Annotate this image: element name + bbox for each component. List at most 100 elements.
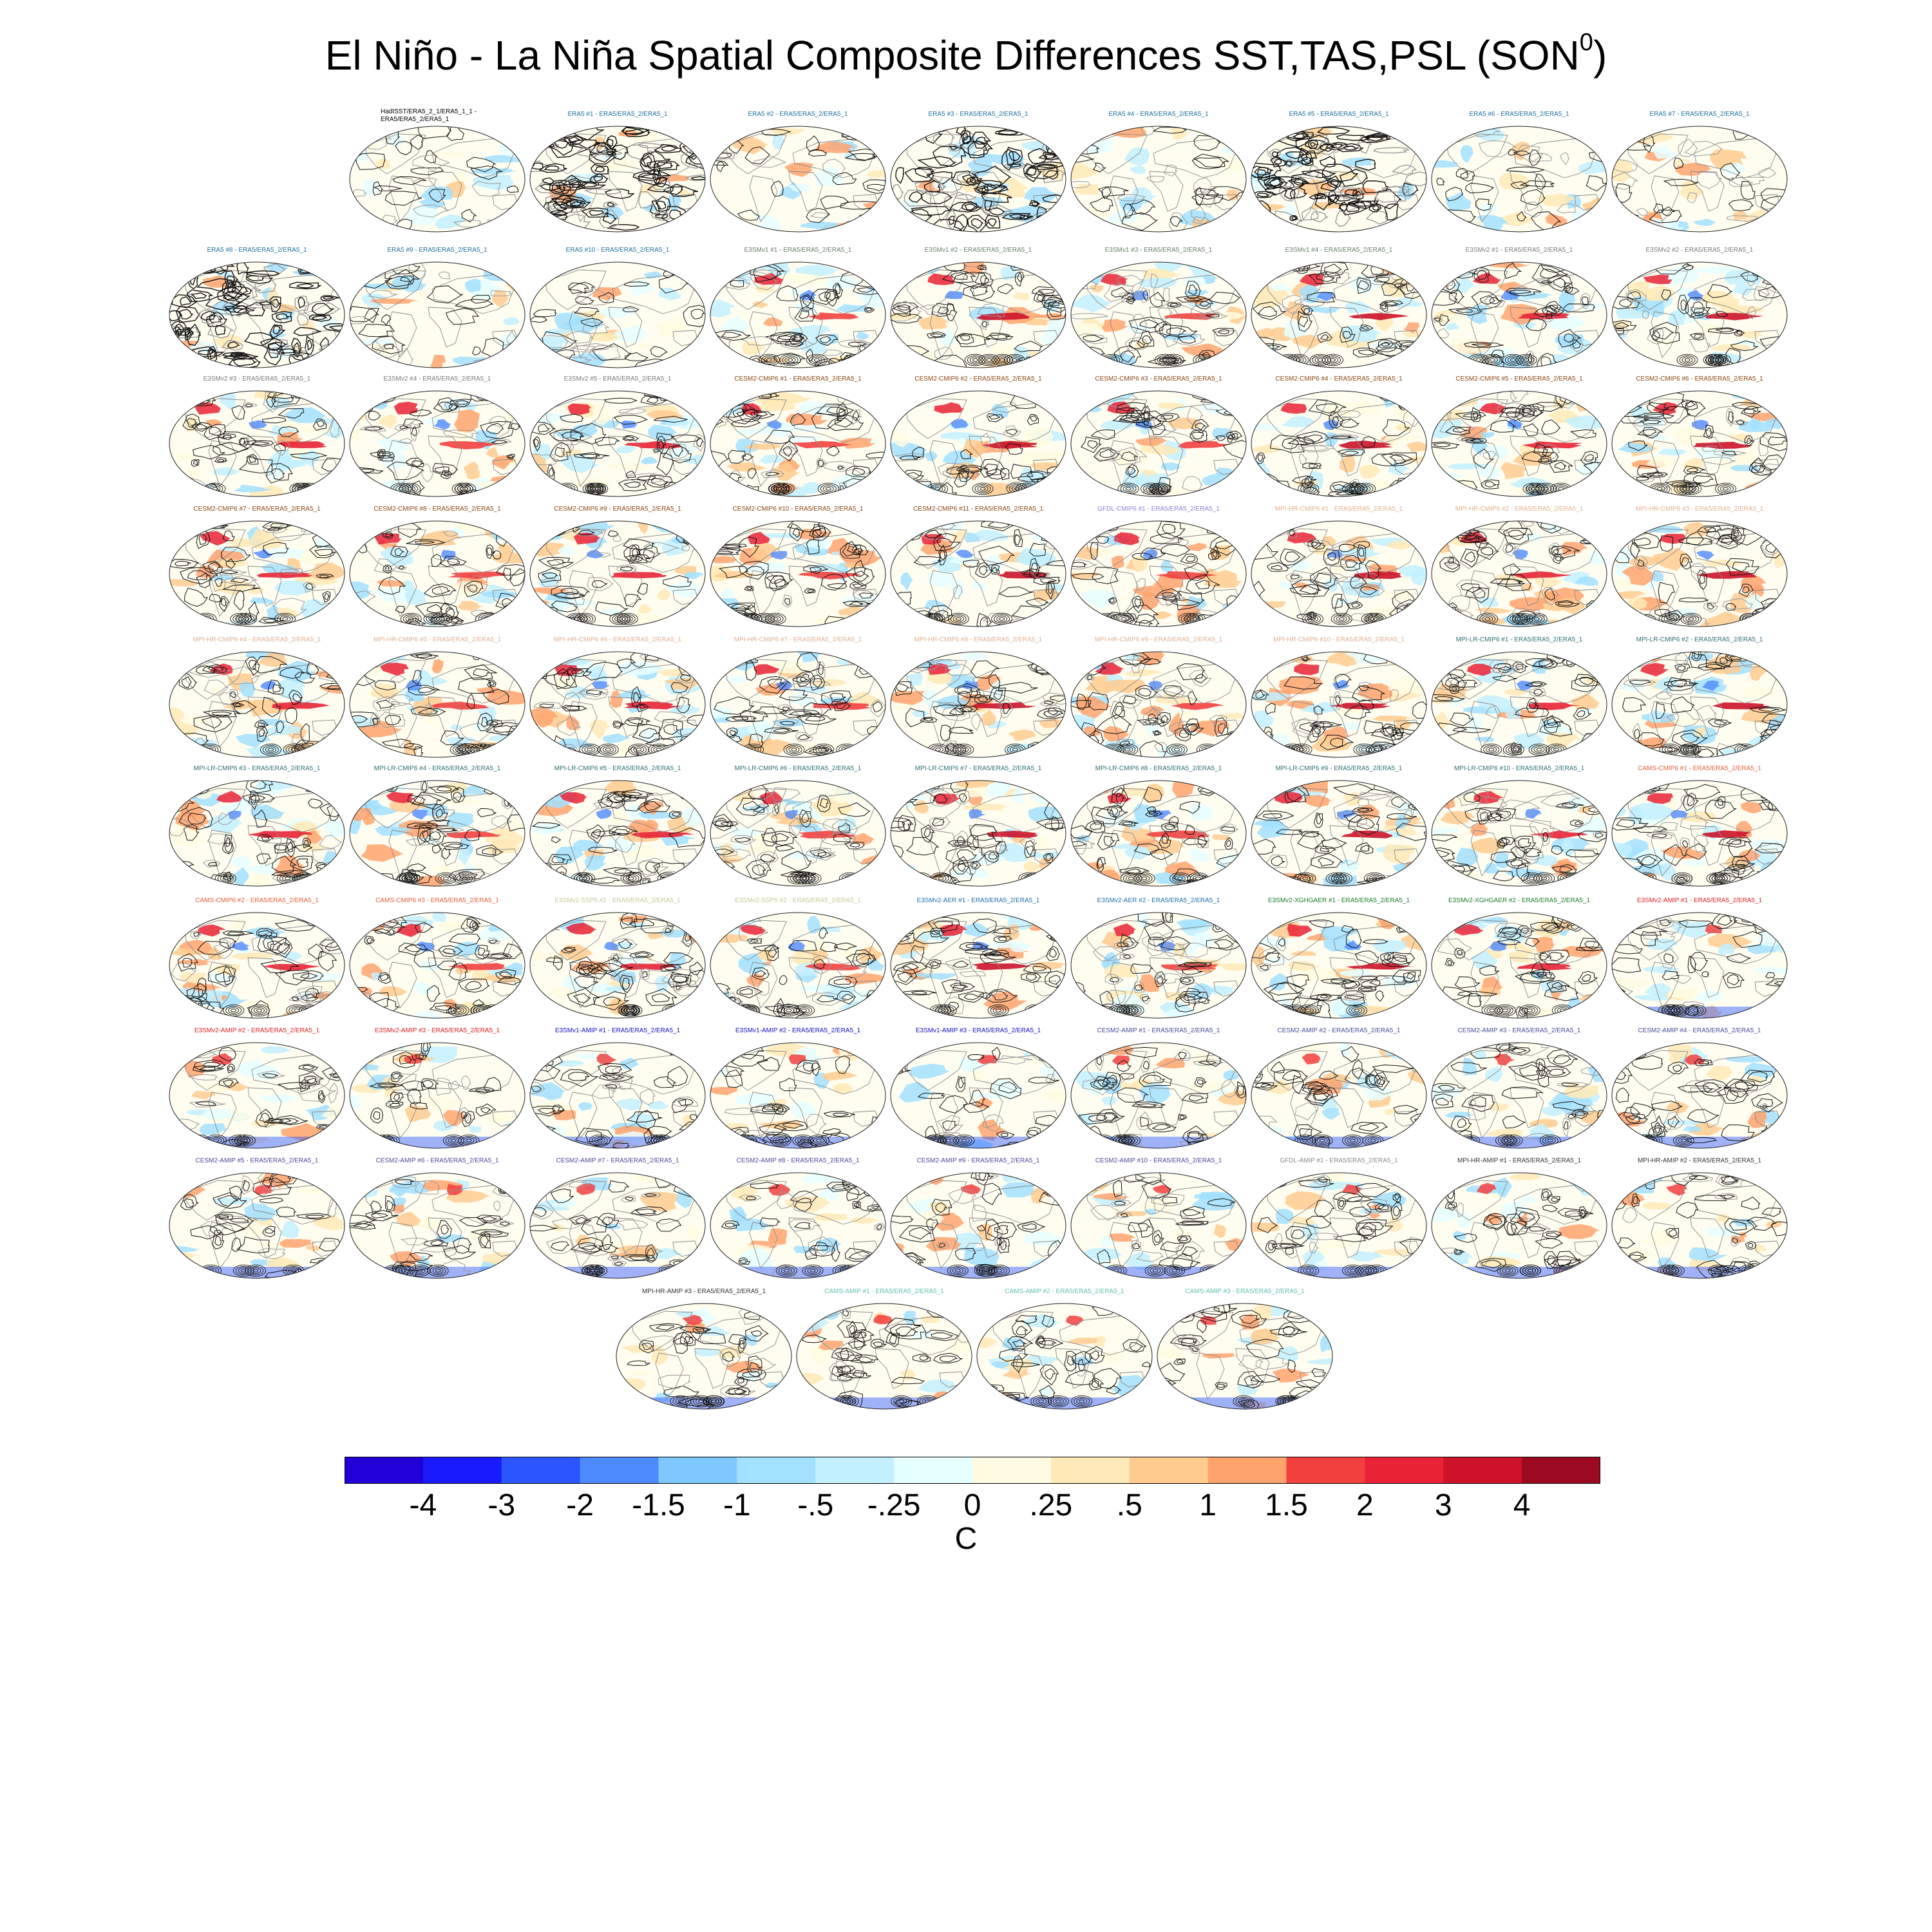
map-panel: MPI-LR-CMIP6 #1 - ERA5/ERA5_2/ERA5_1 (1430, 636, 1608, 759)
panel-label: MPI-HR-AMIP #1 - ERA5/ERA5_2/ERA5_1 (1457, 1157, 1582, 1164)
map-plot (529, 1172, 706, 1279)
panel-label: MPI-HR-AMIP #3 - ERA5/ERA5_2/ERA5_1 (641, 1288, 766, 1295)
panel-label: MPI-LR-CMIP6 #2 - ERA5/ERA5_2/ERA5_1 (1636, 636, 1763, 643)
map-panel: E3SMv1-AMIP #1 - ERA5/ERA5_2/ERA5_1 (529, 1027, 706, 1150)
panel-label: E3SMv2-XGHGAER #1 - ERA5/ERA5_2/ERA5_1 (1267, 897, 1410, 904)
panel-label: CESM2-CMIP6 #4 - ERA5/ERA5_2/ERA5_1 (1275, 375, 1403, 383)
map-plot (1611, 261, 1788, 368)
panel-label: CESM2-CMIP6 #3 - ERA5/ERA5_2/ERA5_1 (1095, 375, 1222, 383)
map-plot (710, 1172, 886, 1279)
panel-label: MPI-HR-CMIP6 #1 - ERA5/ERA5_2/ERA5_1 (1274, 506, 1403, 513)
map-panel: CESM2-CMIP6 #6 - ERA5/ERA5_2/ERA5_1 (1611, 375, 1788, 498)
colorbar-tick-label: 2 (1356, 1488, 1374, 1522)
map-panel: GFDL-AMIP #1 - ERA5/ERA5_2/ERA5_1 (1250, 1157, 1428, 1280)
map-plot (1431, 520, 1607, 627)
colorbar-swatch (580, 1457, 659, 1484)
map-panel: ERA5 #6 - ERA5/ERA5_2/ERA5_1 (1430, 111, 1608, 233)
map-panel: GFDL-CMIP6 #1 - ERA5/ERA5_2/ERA5_1 (1070, 506, 1247, 628)
map-plot (529, 520, 706, 627)
map-panel: E3SMv1 #3 - ERA5/ERA5_2/ERA5_1 (1070, 247, 1247, 369)
map-panel: CESM2-CMIP6 #7 - ERA5/ERA5_2/ERA5_1 (168, 506, 346, 628)
map-panel: MPI-HR-AMIP #2 - ERA5/ERA5_2/ERA5_1 (1611, 1157, 1788, 1280)
map-plot (890, 126, 1066, 232)
panel-label: MPI-LR-CMIP6 #10 - ERA5/ERA5_2/ERA5_1 (1454, 765, 1585, 772)
map-plot (1611, 912, 1788, 1019)
map-plot (1611, 520, 1788, 627)
map-plot (710, 126, 886, 232)
map-panel: ERA5 #8 - ERA5/ERA5_2/ERA5_1 (168, 247, 346, 369)
colorbar-tick-label: 4 (1513, 1488, 1531, 1522)
map-plot (1251, 912, 1427, 1019)
map-plot (529, 390, 706, 497)
panel-label: CESM2-AMIP #9 - ERA5/ERA5_2/ERA5_1 (916, 1157, 1040, 1164)
chart-title-close: ) (1593, 32, 1607, 79)
chart-title: El Niño - La Niña Spatial Composite Diff… (0, 30, 1932, 81)
panel-label: MPI-HR-CMIP6 #8 - ERA5/ERA5_2/ERA5_1 (914, 636, 1043, 643)
map-panel: E3SMv1 #4 - ERA5/ERA5_2/ERA5_1 (1250, 247, 1428, 369)
colorbar-swatch (1050, 1457, 1130, 1484)
map-panel: MPI-HR-CMIP6 #8 - ERA5/ERA5_2/ERA5_1 (889, 636, 1067, 759)
panel-label: E3SMv2 #5 - ERA5/ERA5_2/ERA5_1 (564, 375, 672, 383)
panel-label: MPI-LR-CMIP6 #5 - ERA5/ERA5_2/ERA5_1 (554, 765, 681, 772)
map-panel: MPI-LR-CMIP6 #7 - ERA5/ERA5_2/ERA5_1 (889, 765, 1067, 887)
map-plot (1251, 390, 1427, 497)
map-plot (1431, 651, 1607, 758)
panel-label: CESM2-CMIP6 #6 - ERA5/ERA5_2/ERA5_1 (1636, 375, 1763, 383)
map-panel: MPI-HR-AMIP #3 - ERA5/ERA5_2/ERA5_1 (615, 1288, 793, 1410)
panel-label: MPI-HR-CMIP6 #9 - ERA5/ERA5_2/ERA5_1 (1094, 636, 1223, 643)
map-panel: E3SMv2 #2 - ERA5/ERA5_2/ERA5_1 (1611, 247, 1788, 369)
colorbar-unit: C (954, 1522, 978, 1556)
panel-label: CESM2-CMIP6 #5 - ERA5/ERA5_2/ERA5_1 (1455, 375, 1583, 383)
panel-label: CESM2-AMIP #5 - ERA5/ERA5_2/ERA5_1 (195, 1157, 319, 1164)
colorbar-ticks: -4 -3 -2 -1.5 -1 -.5 -.25 0 .25 .5 1 1.5 2 3 4 (0, 1488, 1932, 1526)
map-panel: MPI-HR-CMIP6 #9 - ERA5/ERA5_2/ERA5_1 (1070, 636, 1247, 759)
map-plot (1431, 1042, 1607, 1149)
map-panel: CAMS-CMIP6 #1 - ERA5/ERA5_2/ERA5_1 (1611, 765, 1788, 887)
panel-label: ERA5 #3 - ERA5/ERA5_2/ERA5_1 (928, 111, 1028, 118)
colorbar-tick-label: 0 (963, 1488, 981, 1522)
panel-label: E3SMv2 #2 - ERA5/ERA5_2/ERA5_1 (1645, 247, 1754, 254)
colorbar-tick-label: -1.5 (632, 1488, 685, 1522)
map-plot (890, 651, 1066, 758)
panel-label: CESM2-CMIP6 #11 - ERA5/ERA5_2/ERA5_1 (913, 506, 1044, 513)
map-panel: ERA5 #7 - ERA5/ERA5_2/ERA5_1 (1611, 111, 1788, 233)
map-plot (1431, 261, 1607, 368)
colorbar-tick-label: 1.5 (1265, 1488, 1308, 1522)
map-plot (710, 261, 886, 368)
map-plot (890, 261, 1066, 368)
panel-label: CESM2-AMIP #8 - ERA5/ERA5_2/ERA5_1 (736, 1157, 860, 1164)
map-panel: MPI-LR-CMIP6 #6 - ERA5/ERA5_2/ERA5_1 (709, 765, 887, 887)
map-panel: CESM2-AMIP #9 - ERA5/ERA5_2/ERA5_1 (889, 1157, 1067, 1280)
colorbar-swatch (1365, 1457, 1444, 1484)
panel-label: E3SMv2-AMIP #2 - ERA5/ERA5_2/ERA5_1 (194, 1027, 320, 1034)
colorbar-swatch (1522, 1457, 1600, 1484)
panel-label: MPI-LR-CMIP6 #9 - ERA5/ERA5_2/ERA5_1 (1275, 765, 1403, 772)
colorbar-swatch (345, 1457, 424, 1484)
map-panel: E3SMv1 #2 - ERA5/ERA5_2/ERA5_1 (889, 247, 1067, 369)
map-panel: CESM2-CMIP6 #1 - ERA5/ERA5_2/ERA5_1 (709, 375, 887, 498)
panel-label: MPI-HR-AMIP #2 - ERA5/ERA5_2/ERA5_1 (1637, 1157, 1762, 1164)
colorbar (345, 1457, 1600, 1484)
panel-grid: HadISST/ERA5_2_1/ERA5_1_1 - ERA5/ERA5_2/E… (168, 108, 1788, 1410)
panel-label: CESM2-AMIP #4 - ERA5/ERA5_2/ERA5_1 (1638, 1027, 1761, 1034)
map-panel: E3SMv2-AER #2 - ERA5/ERA5_2/ERA5_1 (1070, 897, 1247, 1019)
map-plot (1070, 390, 1247, 497)
map-plot (1070, 261, 1247, 368)
map-panel: MPI-LR-CMIP6 #4 - ERA5/ERA5_2/ERA5_1 (348, 765, 526, 887)
panel-label: CAMS-CMIP6 #2 - ERA5/ERA5_2/ERA5_1 (195, 897, 319, 904)
panel-label: CESM2-AMIP #6 - ERA5/ERA5_2/ERA5_1 (375, 1157, 499, 1164)
colorbar-tick-label: -4 (409, 1488, 437, 1522)
map-panel: CESM2-CMIP6 #4 - ERA5/ERA5_2/ERA5_1 (1250, 375, 1428, 498)
map-plot (890, 912, 1066, 1019)
colorbar-swatch (1443, 1457, 1522, 1484)
map-panel: MPI-LR-CMIP6 #3 - ERA5/ERA5_2/ERA5_1 (168, 765, 346, 887)
colorbar-tick-label: .5 (1116, 1488, 1142, 1522)
map-plot (1251, 1172, 1427, 1279)
map-plot (529, 912, 706, 1019)
map-plot (710, 1042, 886, 1149)
map-panel: E3SMv1-AMIP #3 - ERA5/ERA5_2/ERA5_1 (889, 1027, 1067, 1150)
map-panel: MPI-LR-CMIP6 #2 - ERA5/ERA5_2/ERA5_1 (1611, 636, 1788, 759)
map-plot (1070, 780, 1247, 887)
map-plot (1070, 912, 1247, 1019)
map-plot (349, 390, 526, 497)
